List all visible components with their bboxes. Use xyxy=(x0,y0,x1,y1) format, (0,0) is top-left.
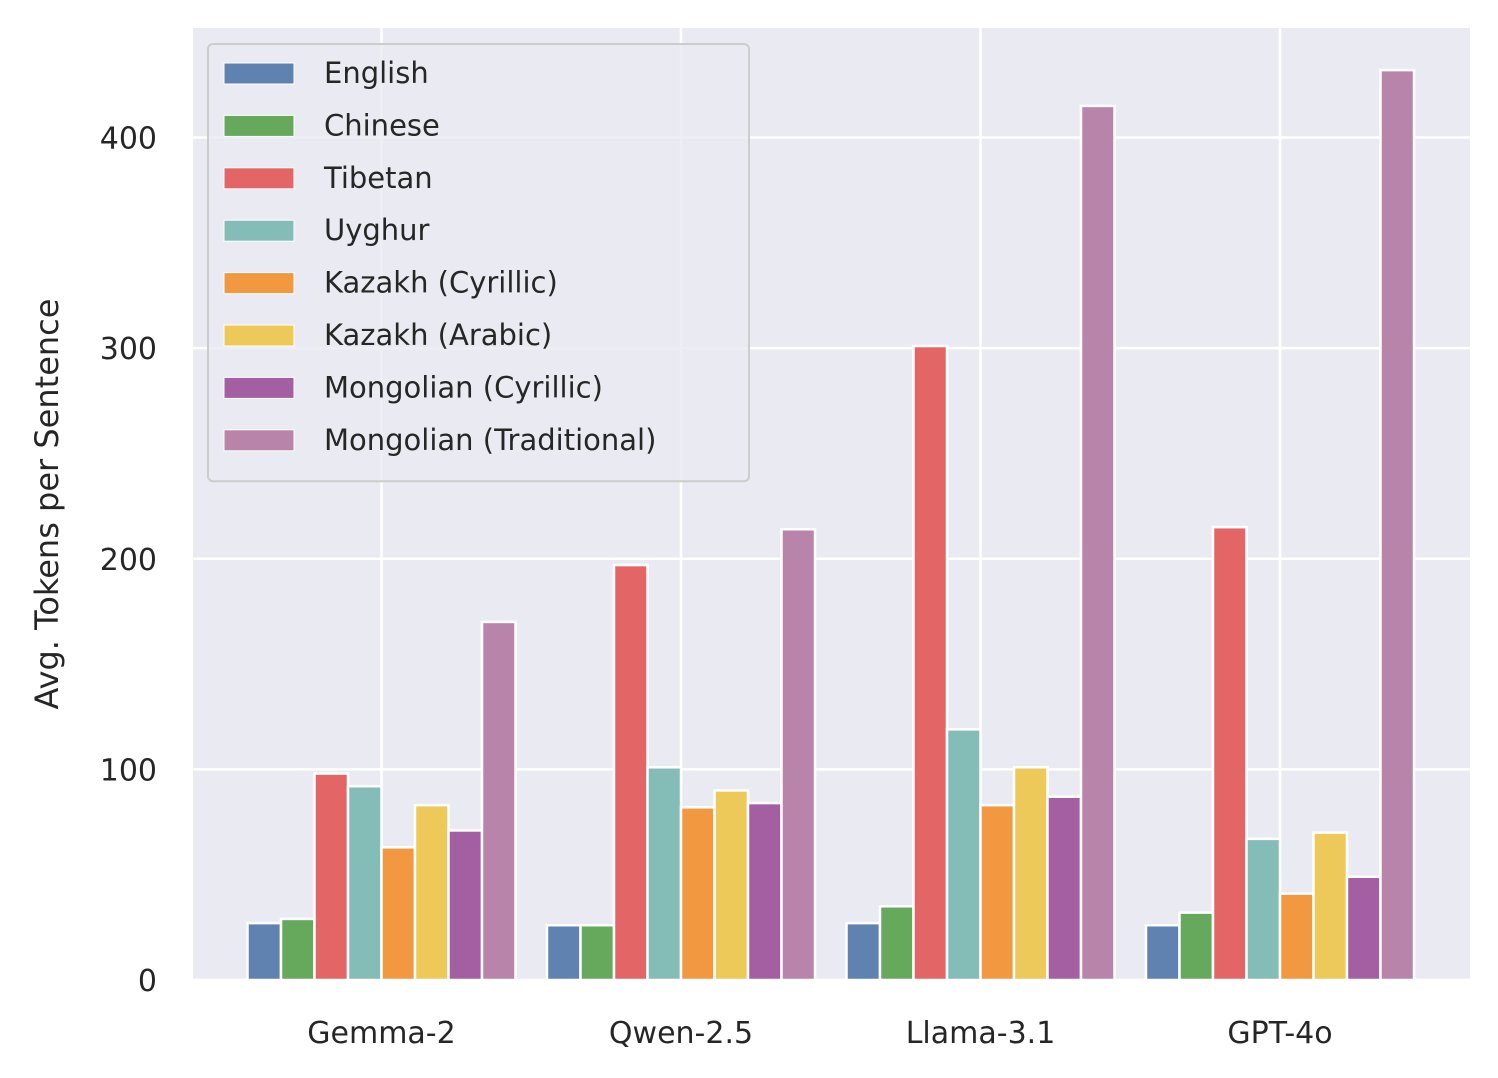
bar-mongolian-traditional-gemma-2 xyxy=(480,620,517,982)
legend-frame xyxy=(207,43,750,483)
bar-kazakh-cyrillic-gpt-4o xyxy=(1278,892,1315,982)
bar-tibetan-gemma-2 xyxy=(313,772,350,982)
bar-uyghur-gpt-4o xyxy=(1245,837,1282,982)
legend-entry: Chinese xyxy=(324,108,440,142)
x-tick-label: Qwen-2.5 xyxy=(609,1016,753,1051)
x-tick-labels: Gemma-2 Qwen-2.5 Llama-3.1 GPT-4o xyxy=(307,1016,1332,1051)
y-tick-label: 200 xyxy=(100,543,157,578)
y-tick-label: 100 xyxy=(100,753,157,788)
legend-entry: Kazakh (Cyrillic) xyxy=(324,266,558,300)
bar-kazakh-arabic-llama-3-1 xyxy=(1012,766,1049,982)
bar-mongolian-cyrillic-gemma-2 xyxy=(447,829,484,982)
bar-mongolian-traditional-qwen-2-5 xyxy=(780,528,817,982)
legend-entry: Mongolian (Cyrillic) xyxy=(324,370,603,404)
bar-tibetan-gpt-4o xyxy=(1211,525,1248,982)
bar-kazakh-cyrillic-llama-3-1 xyxy=(979,803,1016,982)
bar-mongolian-cyrillic-gpt-4o xyxy=(1345,875,1382,982)
bar-tibetan-llama-3-1 xyxy=(912,344,949,982)
legend-entry: Kazakh (Arabic) xyxy=(324,318,552,352)
bar-mongolian-traditional-llama-3-1 xyxy=(1079,104,1116,982)
bar-english-gpt-4o xyxy=(1144,923,1181,982)
x-tick-label: Gemma-2 xyxy=(307,1016,455,1051)
legend-swatch xyxy=(223,219,295,242)
legend-entry: English xyxy=(324,56,429,90)
x-tick-label: GPT-4o xyxy=(1227,1016,1332,1051)
legend-entry: Mongolian (Traditional) xyxy=(324,423,656,457)
bar-kazakh-arabic-gemma-2 xyxy=(413,803,450,982)
bar-mongolian-cyrillic-llama-3-1 xyxy=(1046,795,1083,982)
legend-swatch xyxy=(223,114,295,137)
bar-english-gemma-2 xyxy=(246,921,283,982)
bar-chinese-gemma-2 xyxy=(279,917,316,982)
bar-mongolian-traditional-gpt-4o xyxy=(1379,68,1416,982)
bar-uyghur-llama-3-1 xyxy=(945,728,982,982)
legend-swatch xyxy=(223,429,295,452)
legend: English Chinese Tibetan Uyghur Kazakh (Cyril… xyxy=(207,43,750,483)
bar-mongolian-cyrillic-qwen-2-5 xyxy=(746,801,783,982)
bar-chinese-gpt-4o xyxy=(1178,911,1215,982)
bar-english-qwen-2-5 xyxy=(545,923,582,982)
x-tick-label: Llama-3.1 xyxy=(906,1016,1056,1051)
legend-swatch xyxy=(223,62,295,85)
bar-uyghur-qwen-2-5 xyxy=(646,766,683,982)
bar-chinese-llama-3-1 xyxy=(878,905,915,982)
bar-kazakh-arabic-gpt-4o xyxy=(1312,831,1349,982)
legend-swatch xyxy=(223,272,295,295)
legend-entry: Uyghur xyxy=(324,213,430,247)
bars xyxy=(246,68,1416,982)
bar-kazakh-cyrillic-gemma-2 xyxy=(380,846,417,982)
bar-tibetan-qwen-2-5 xyxy=(612,563,649,982)
bar-kazakh-cyrillic-qwen-2-5 xyxy=(679,806,716,982)
y-axis-label: Avg. Tokens per Sentence xyxy=(28,299,66,710)
y-tick-labels: 0 100 200 300 400 xyxy=(100,122,157,999)
legend-swatch xyxy=(223,376,295,399)
y-tick-label: 0 xyxy=(138,964,157,999)
y-tick-label: 300 xyxy=(100,332,157,367)
legend-swatch xyxy=(223,324,295,347)
bar-chinese-qwen-2-5 xyxy=(579,923,616,982)
y-tick-label: 400 xyxy=(100,122,157,157)
bar-uyghur-gemma-2 xyxy=(346,784,383,982)
legend-swatch xyxy=(223,167,295,190)
legend-entry: Tibetan xyxy=(323,161,433,195)
bar-english-llama-3-1 xyxy=(845,921,882,982)
bar-kazakh-arabic-qwen-2-5 xyxy=(713,789,750,982)
